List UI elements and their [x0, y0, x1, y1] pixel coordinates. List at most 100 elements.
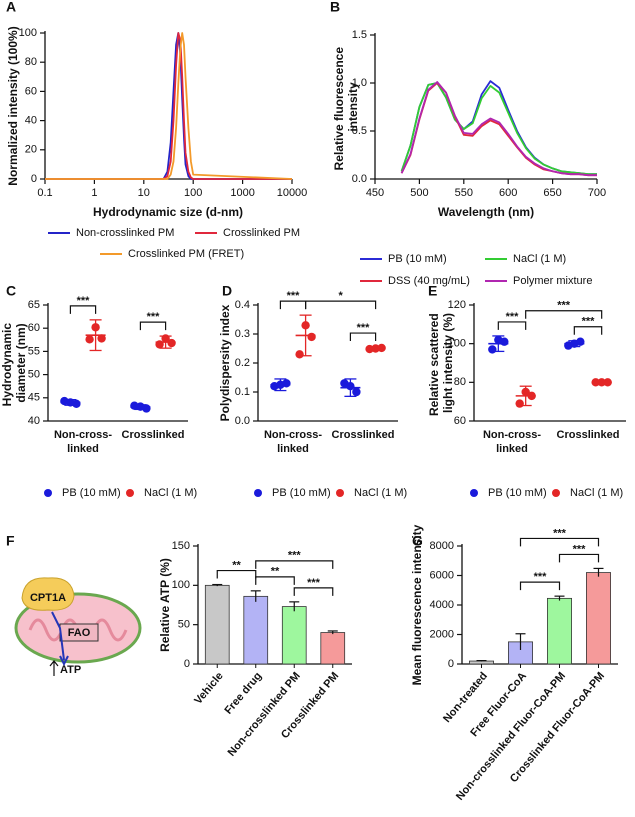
series-line: [400, 80, 597, 176]
data-point: [136, 402, 145, 411]
y-tick-label: 100: [172, 579, 190, 591]
legend-label: PB (10 mM): [272, 487, 331, 499]
y-axis-label: Relative fluorescence intensity: [332, 44, 360, 171]
x-category-label: Free drug: [222, 670, 264, 717]
series-line: [45, 32, 292, 180]
significance-label: ***: [553, 527, 567, 539]
data-point: [307, 332, 316, 342]
x-category-label: Non-cross-linked: [54, 429, 112, 455]
y-tick-label: 0.0: [352, 173, 367, 185]
data-point: [527, 391, 536, 401]
bar: [281, 606, 307, 665]
bar: [204, 584, 230, 665]
y-axis-label: Relative ATP (%): [158, 558, 172, 652]
legend-swatch: [126, 489, 134, 497]
series-line: [45, 32, 293, 180]
significance-bracket: [69, 305, 97, 314]
legend-swatch: [254, 489, 262, 497]
data-point: [276, 380, 285, 389]
y-tick-label: 1.5: [352, 29, 367, 41]
y-axis-label: Mean fluorescence intensity: [410, 524, 424, 685]
significance-label: **: [232, 559, 241, 571]
y-tick-label: 40: [28, 415, 40, 427]
data-point: [515, 399, 524, 408]
up-arrow: [49, 660, 59, 676]
legend-label: PB (10 mM): [388, 253, 447, 265]
significance-bracket: [497, 321, 527, 330]
significance-label: ***: [506, 311, 520, 323]
significance-bracket: [573, 326, 603, 335]
legend-label: DSS (40 mg/mL): [388, 275, 470, 287]
data-point: [295, 350, 304, 359]
legend-swatch: [44, 489, 52, 497]
legend-label: Crosslinked PM: [223, 227, 300, 239]
y-tick-label: 0: [184, 658, 190, 670]
panel-label: B: [330, 0, 340, 15]
significance-bracket: [255, 576, 295, 585]
y-tick-label: 120: [448, 299, 466, 311]
legend-label: NaCl (1 M): [570, 487, 623, 499]
y-tick-label: 2000: [430, 628, 454, 640]
y-tick-label: 150: [172, 540, 190, 552]
y-tick-label: 65: [28, 299, 40, 311]
legend-swatch: [336, 489, 344, 497]
x-category-label: Crosslinked: [332, 429, 395, 441]
significance-bracket: [525, 310, 603, 319]
significance-label: ***: [287, 290, 301, 302]
fao-label: FAO: [68, 627, 91, 639]
data-point: [570, 339, 579, 348]
y-tick-label: 0: [448, 658, 454, 670]
y-tick-label: 20: [25, 144, 37, 156]
series-line: [400, 82, 597, 177]
significance-bracket: [349, 332, 377, 342]
y-tick-label: 0.2: [235, 357, 250, 369]
y-axis-label: Relative scattered light intensity (%): [427, 310, 455, 416]
panel-label: F: [6, 533, 15, 549]
x-tick-label: 1: [91, 187, 97, 199]
y-tick-label: 60: [25, 85, 37, 97]
significance-label: ***: [534, 571, 548, 583]
x-tick-label: 10: [138, 187, 150, 199]
y-tick-label: 45: [28, 392, 40, 404]
bar: [243, 595, 269, 665]
x-tick-label: 10000: [277, 187, 308, 199]
significance-bracket: [305, 300, 377, 310]
y-tick-label: 50: [178, 619, 190, 631]
x-tick-label: 600: [499, 187, 517, 199]
significance-bracket: [139, 321, 167, 331]
legend-swatch: [470, 489, 478, 497]
x-tick-label: 1000: [230, 187, 254, 199]
atp-label: ATP: [60, 664, 81, 676]
significance-bracket: [558, 553, 600, 563]
y-tick-label: 40: [25, 115, 37, 127]
data-point: [66, 398, 75, 407]
series-line: [400, 81, 597, 177]
x-tick-label: 100: [184, 187, 202, 199]
data-point: [346, 382, 355, 391]
y-tick-label: 55: [28, 345, 40, 357]
data-point: [597, 378, 606, 387]
data-point: [97, 334, 106, 343]
legend-label: PB (10 mM): [62, 487, 121, 499]
data-point: [91, 323, 100, 332]
significance-label: *: [338, 290, 343, 302]
pathway-arrow: [51, 611, 65, 661]
significance-label: ***: [557, 300, 571, 312]
significance-label: ***: [582, 316, 596, 328]
legend-label: Polymer mixture: [513, 275, 592, 287]
series-line: [400, 82, 597, 176]
cpt1a-protein: [21, 577, 75, 611]
bar: [320, 632, 346, 665]
significance-bracket: [519, 581, 561, 591]
y-tick-label: 4000: [430, 599, 454, 611]
x-tick-label: 450: [366, 187, 384, 199]
legend-label: Non-crosslinked PM: [76, 227, 174, 239]
panel-label: C: [6, 283, 16, 299]
panel-label: A: [6, 0, 16, 15]
y-tick-label: 0.1: [235, 386, 250, 398]
significance-label: ***: [357, 322, 371, 334]
bar: [586, 572, 611, 665]
panel-label: D: [222, 283, 232, 299]
significance-label: ***: [77, 295, 91, 307]
y-tick-label: 0.4: [235, 299, 250, 311]
